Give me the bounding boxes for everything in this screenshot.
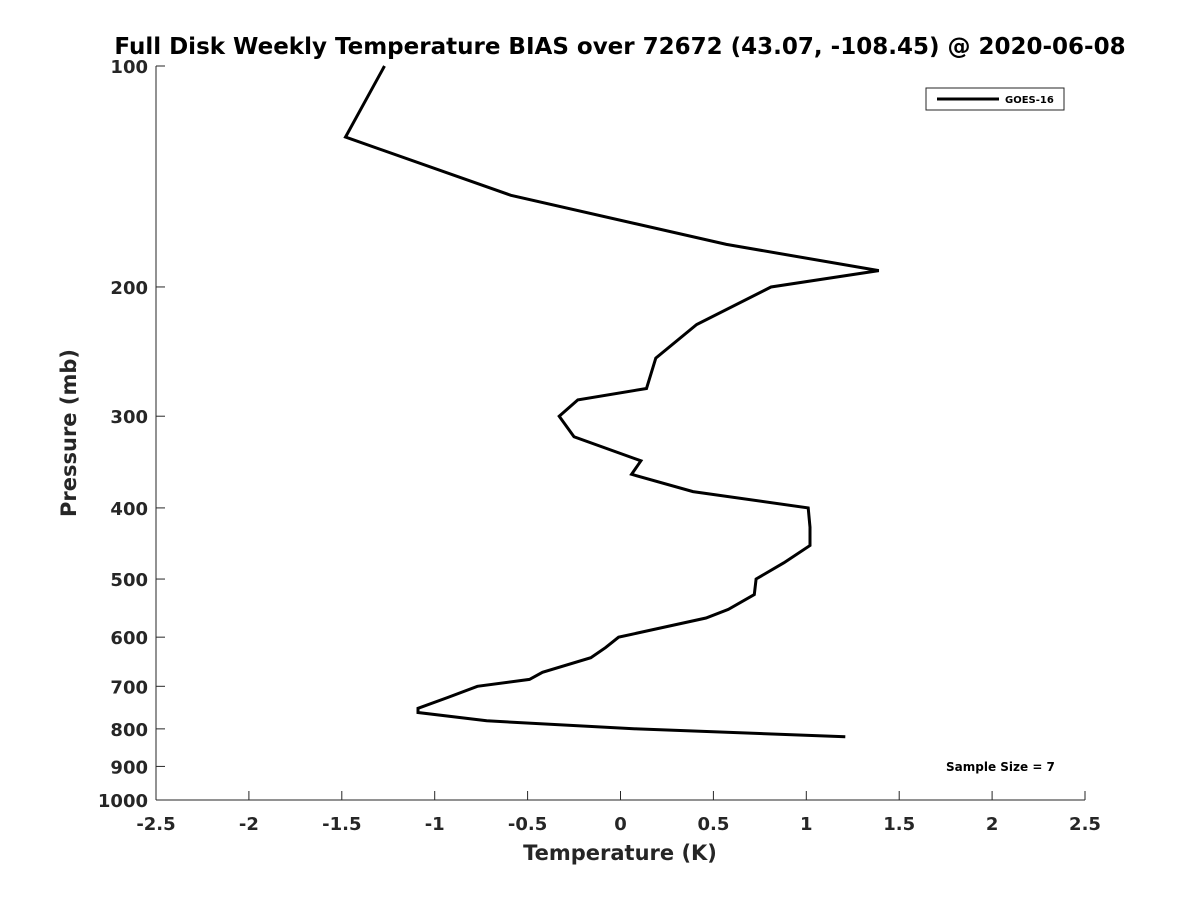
x-tick-label: 1 xyxy=(800,814,813,835)
x-tick-label: -2.5 xyxy=(136,814,175,835)
chart-title: Full Disk Weekly Temperature BIAS over 7… xyxy=(114,34,1125,60)
x-tick-label: -0.5 xyxy=(508,814,547,835)
x-axis-ticks: -2.5 -2 -1.5 -1 -0.5 0 0.5 1 1.5 2 2.5 xyxy=(136,791,1101,835)
y-tick-label: 200 xyxy=(110,278,148,299)
y-axis-label: Pressure (mb) xyxy=(57,349,81,517)
y-tick-label: 100 xyxy=(110,57,148,78)
x-tick-label: -2 xyxy=(239,814,259,835)
x-tick-label: 2.5 xyxy=(1069,814,1101,835)
y-tick-label: 900 xyxy=(110,757,148,778)
x-tick-label: 0 xyxy=(614,814,627,835)
x-axis-label: Temperature (K) xyxy=(523,841,717,865)
x-tick-label: 0.5 xyxy=(697,814,729,835)
x-tick-label: 1.5 xyxy=(883,814,915,835)
annotation-sample-size: Sample Size = 7 xyxy=(946,760,1055,774)
y-tick-label: 1000 xyxy=(98,791,148,812)
y-tick-label: 700 xyxy=(110,677,148,698)
legend-label-goes-16: GOES-16 xyxy=(1005,95,1054,106)
y-axis-ticks: 100 200 300 400 500 600 700 800 900 1000 xyxy=(98,57,165,812)
y-tick-label: 800 xyxy=(110,720,148,741)
y-tick-label: 500 xyxy=(110,570,148,591)
y-tick-label: 600 xyxy=(110,628,148,649)
series-line-goes-16 xyxy=(343,65,880,739)
x-tick-label: -1 xyxy=(425,814,445,835)
legend: GOES-16 xyxy=(925,87,1065,111)
x-tick-label: -1.5 xyxy=(322,814,361,835)
x-tick-label: 2 xyxy=(986,814,999,835)
y-tick-label: 400 xyxy=(110,499,148,520)
y-tick-label: 300 xyxy=(110,407,148,428)
